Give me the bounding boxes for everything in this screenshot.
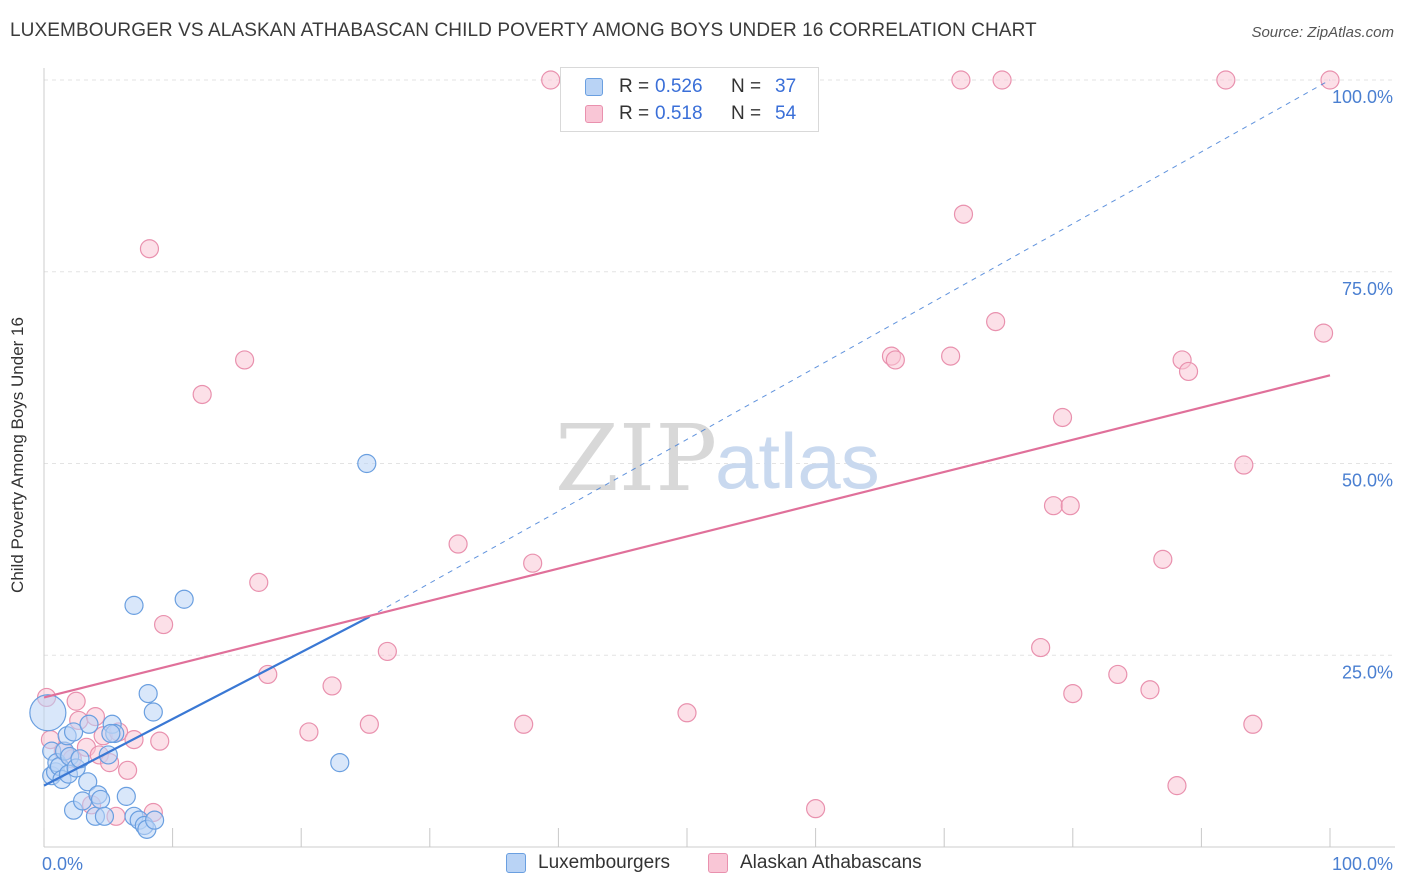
data-point	[78, 772, 98, 792]
legend-swatch-pink	[585, 105, 603, 123]
series-legend: Luxembourgers Alaskan Athabascans	[0, 852, 1406, 878]
data-point	[330, 753, 350, 773]
chart-title: LUXEMBOURGER VS ALASKAN ATHABASCAN CHILD…	[10, 20, 1037, 41]
legend-n-value: 37	[775, 76, 797, 97]
data-point	[1031, 637, 1051, 658]
legend-row-alaskan-athabascans: R = 0.518 N = 54	[585, 101, 796, 127]
data-point	[124, 595, 144, 615]
data-point	[1178, 361, 1199, 382]
data-point	[117, 760, 138, 780]
data-point	[150, 731, 170, 751]
data-point	[941, 346, 961, 366]
data-point	[101, 723, 121, 744]
data-point	[805, 799, 826, 819]
x-tick-label: 100.0%	[1332, 854, 1393, 874]
data-point	[66, 691, 86, 711]
data-point	[523, 553, 543, 573]
legend-item-luxembourgers[interactable]: Luxembourgers	[506, 852, 670, 874]
legend-swatch-blue	[585, 78, 603, 96]
data-point	[174, 589, 194, 609]
x-tick-label: 0.0%	[42, 854, 83, 874]
data-point	[153, 614, 174, 635]
data-point	[90, 789, 111, 810]
legend-n-label: N =	[731, 103, 762, 124]
legend-label: Alaskan Athabascans	[740, 852, 922, 873]
watermark-atlas: atlas	[715, 417, 880, 505]
data-point	[79, 714, 99, 734]
y-tick-label: 75.0%	[1342, 279, 1393, 299]
data-point	[1167, 776, 1187, 796]
data-point	[1052, 407, 1073, 428]
trend-line-luxembourgers	[43, 615, 370, 787]
legend-label: Luxembourgers	[538, 852, 671, 873]
legend-n-value: 54	[775, 103, 797, 124]
legend-item-alaskan-athabascans[interactable]: Alaskan Athabascans	[708, 852, 922, 874]
data-point	[1313, 323, 1334, 343]
data-point	[235, 350, 255, 370]
data-point	[885, 350, 905, 370]
data-point	[992, 70, 1012, 90]
data-point	[1140, 680, 1160, 700]
data-point	[448, 534, 468, 554]
source-credit: Source: ZipAtlas.com	[1251, 24, 1394, 41]
data-point	[299, 722, 319, 742]
data-point	[116, 786, 136, 806]
series-alaskan-athabascans	[36, 70, 1340, 826]
data-point	[249, 572, 269, 592]
data-point	[359, 714, 379, 734]
data-point	[1043, 496, 1064, 516]
data-point	[986, 312, 1006, 332]
data-point	[1108, 664, 1128, 685]
data-point	[1063, 683, 1083, 704]
trend-line-alaskan-athabascans	[43, 374, 1331, 699]
data-point	[258, 664, 278, 685]
data-point	[514, 714, 534, 734]
legend-r-value: 0.518	[655, 103, 703, 124]
y-tick-label: 100.0%	[1332, 87, 1393, 107]
data-point	[677, 703, 697, 723]
data-point	[1234, 455, 1254, 475]
data-point	[94, 806, 115, 826]
data-point	[143, 702, 163, 722]
data-point	[144, 810, 165, 830]
data-point	[1243, 714, 1263, 734]
data-point	[139, 239, 160, 259]
trend-line-luxembourgers-extrapolated	[369, 79, 1331, 618]
series-luxembourgers	[29, 453, 377, 839]
y-tick-label: 50.0%	[1342, 471, 1393, 491]
legend-n-label: N =	[731, 76, 762, 97]
legend-row-luxembourgers: R = 0.526 N = 37	[585, 74, 796, 100]
data-point	[138, 683, 158, 704]
data-point	[29, 694, 67, 732]
data-point	[63, 722, 84, 742]
legend-r-value: 0.526	[655, 76, 703, 97]
data-point	[70, 749, 90, 769]
legend-swatch-blue	[506, 853, 526, 873]
data-point	[953, 204, 974, 224]
data-point	[1060, 496, 1080, 516]
correlation-legend: R = 0.526 N = 37 R = 0.518 N = 54	[560, 67, 819, 132]
data-point	[377, 641, 397, 662]
data-point	[1153, 549, 1173, 569]
data-point	[951, 70, 971, 90]
data-point	[1216, 70, 1236, 90]
data-point	[357, 453, 377, 474]
trend-lines	[43, 79, 1331, 787]
data-point	[541, 70, 561, 90]
legend-swatch-pink	[708, 853, 728, 873]
data-point	[322, 676, 342, 696]
legend-r-label: R =	[619, 76, 650, 97]
watermark-zip: ZIP	[555, 405, 717, 512]
tick-labels: 25.0% 50.0% 75.0% 100.0% 0.0% 100.0%	[42, 87, 1393, 874]
legend-r-label: R =	[619, 103, 650, 124]
data-point	[192, 384, 212, 405]
data-point	[1320, 70, 1340, 90]
y-tick-label: 25.0%	[1342, 662, 1393, 682]
